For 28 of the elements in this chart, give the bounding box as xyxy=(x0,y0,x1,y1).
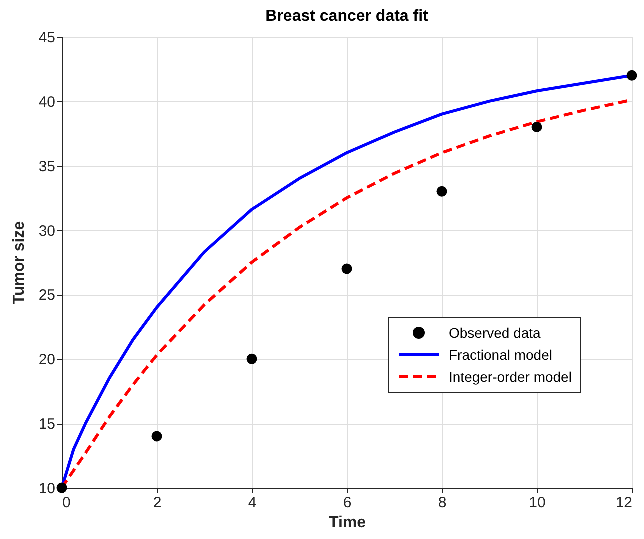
x-tick-label: 12 xyxy=(616,494,632,512)
chart-title: Breast cancer data fit xyxy=(266,8,430,25)
x-tick-label: 0 xyxy=(62,494,71,512)
y-tick-label: 15 xyxy=(38,416,56,434)
point xyxy=(152,431,162,442)
point xyxy=(532,122,542,132)
x-tick-label: 4 xyxy=(248,494,257,512)
y-tick-label: 40 xyxy=(38,94,56,111)
point xyxy=(56,482,68,494)
x-tick-label: 8 xyxy=(438,494,447,512)
x-axis-title: Time xyxy=(328,514,366,532)
x-tick-label: 2 xyxy=(153,494,162,512)
y-axis-title: Tumor size xyxy=(10,221,28,305)
point xyxy=(246,354,258,364)
x-tick-label: 6 xyxy=(343,494,352,512)
x-tick-label: 10 xyxy=(529,494,546,512)
point xyxy=(342,264,352,274)
y-tick-label: 45 xyxy=(38,30,56,46)
point xyxy=(436,186,448,197)
legend-label: Observed data xyxy=(449,325,541,341)
y-tick-label: 25 xyxy=(38,287,56,304)
y-tick-label: 35 xyxy=(38,158,56,176)
point xyxy=(626,70,638,81)
legend-label: Fractional model xyxy=(449,347,552,363)
y-tick-label: 10 xyxy=(38,480,56,498)
legend-label: Integer-order model xyxy=(449,369,572,385)
y-tick-label: 30 xyxy=(38,222,56,240)
y-tick-label: 20 xyxy=(38,352,56,369)
